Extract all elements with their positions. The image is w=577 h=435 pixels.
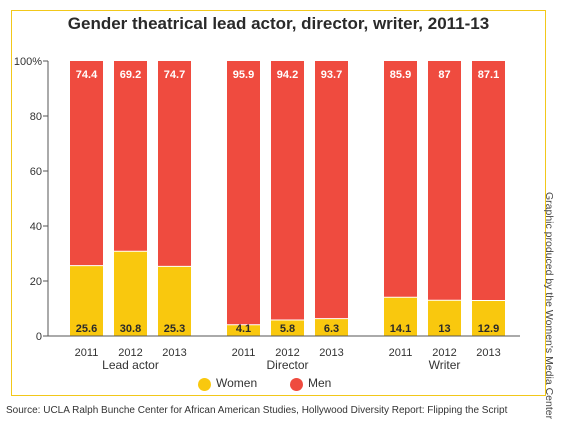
bar-men: [271, 61, 304, 321]
data-label-women: 4.1: [236, 323, 251, 335]
legend-men-swatch: [290, 378, 303, 391]
bar-men: [315, 61, 348, 319]
source-note: Source: UCLA Ralph Bunche Center for Afr…: [6, 405, 508, 416]
y-tick-label: 100%: [14, 56, 42, 68]
y-tick-label: 60: [30, 166, 42, 178]
bar-women: [158, 266, 191, 336]
data-label-men: 95.9: [233, 69, 254, 81]
legend-women-swatch: [198, 378, 211, 391]
y-tick-label: 40: [30, 221, 42, 233]
data-label-women: 25.6: [76, 323, 97, 335]
data-label-men: 74.4: [76, 69, 98, 81]
data-label-men: 74.7: [164, 69, 185, 81]
bar-women: [472, 300, 505, 336]
bar-men: [70, 61, 103, 266]
x-tick-label: 2011: [389, 347, 413, 359]
data-label-women: 6.3: [324, 323, 339, 335]
bar-men: [472, 61, 505, 301]
x-tick-label: 2013: [476, 347, 500, 359]
y-tick-label: 80: [30, 111, 42, 123]
bar-men: [428, 61, 461, 301]
bar-men: [227, 61, 260, 325]
data-label-men: 69.2: [120, 69, 141, 81]
bar-men: [384, 61, 417, 298]
chart-frame: [11, 10, 546, 396]
data-label-men: 87: [438, 69, 450, 81]
y-tick-label: 20: [30, 276, 42, 288]
x-tick-label: 2013: [162, 347, 186, 359]
bar-men: [114, 61, 147, 252]
legend-women-label: Women: [216, 376, 258, 390]
bar-women: [227, 324, 260, 336]
bar-women: [271, 320, 304, 336]
x-tick-label: 2012: [275, 347, 299, 359]
data-label-men: 94.2: [277, 69, 298, 81]
x-group-label: Writer: [429, 358, 461, 372]
chart-title: Gender theatrical lead actor, director, …: [67, 14, 490, 33]
data-label-men: 87.1: [478, 69, 499, 81]
data-label-women: 13: [438, 323, 450, 335]
x-tick-label: 2011: [232, 347, 256, 359]
data-label-women: 12.9: [478, 323, 499, 335]
legend-men-label: Men: [308, 376, 332, 390]
bar-women: [428, 300, 461, 336]
x-tick-label: 2013: [319, 347, 343, 359]
x-tick-label: 2011: [75, 347, 99, 359]
bar-women: [114, 251, 147, 336]
y-tick-label: 0: [36, 331, 42, 343]
data-label-men: 85.9: [390, 69, 411, 81]
x-group-label: Lead actor: [102, 358, 159, 372]
bar-women: [315, 318, 348, 336]
data-label-women: 30.8: [120, 323, 141, 335]
x-tick-label: 2012: [118, 347, 142, 359]
data-label-men: 93.7: [321, 69, 342, 81]
bar-men: [158, 61, 191, 267]
data-label-women: 14.1: [390, 323, 411, 335]
bar-women: [384, 297, 417, 336]
x-group-label: Director: [266, 358, 308, 372]
data-label-women: 5.8: [280, 323, 295, 335]
data-label-women: 25.3: [164, 323, 185, 335]
bar-women: [70, 265, 103, 336]
x-tick-label: 2012: [432, 347, 456, 359]
